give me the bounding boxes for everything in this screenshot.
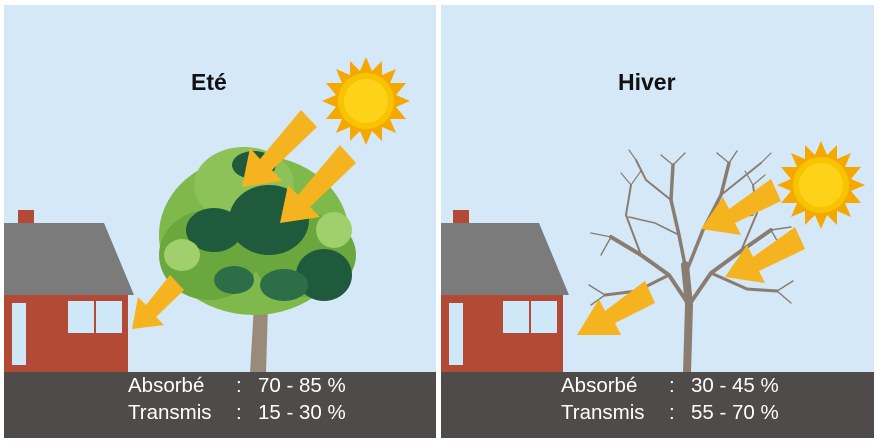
stat-label: Absorbé: [561, 374, 638, 397]
stat-label: Absorbé: [128, 374, 205, 397]
sun-icon: [777, 141, 865, 229]
house-icon: [4, 210, 134, 375]
stats-block: Absorbé:30 - 45 % Transmis:55 - 70 %: [441, 372, 874, 438]
house-icon: [441, 210, 569, 375]
tree-icon: [588, 149, 794, 377]
absorbed-row: Absorbé:70 - 85 %: [4, 372, 436, 399]
sun-ray-arrow-icon: [577, 179, 805, 335]
stat-label: Transmis: [561, 401, 645, 424]
winter-illustration: [441, 5, 874, 438]
transmitted-row: Transmis:55 - 70 %: [441, 399, 874, 426]
summer-panel: Eté Absorbé:70 - 85 % Transmis:15 - 30 %: [4, 5, 436, 438]
stat-value: 55 - 70 %: [691, 401, 779, 424]
sun-ray-arrow-icon: [132, 110, 356, 329]
summer-illustration: [4, 5, 436, 438]
stat-separator: :: [669, 401, 675, 424]
stat-value: 30 - 45 %: [691, 374, 779, 397]
stat-separator: :: [669, 374, 675, 397]
winter-panel: Hiver Absorbé:30 - 45 % Transmis:55 - 70…: [441, 5, 874, 438]
absorbed-row: Absorbé:30 - 45 %: [441, 372, 874, 399]
stats-block: Absorbé:70 - 85 % Transmis:15 - 30 %: [4, 372, 436, 438]
stat-value: 70 - 85 %: [258, 374, 346, 397]
season-title: Eté: [191, 69, 227, 95]
stat-separator: :: [236, 401, 242, 424]
transmitted-row: Transmis:15 - 30 %: [4, 399, 436, 426]
tree-icon: [159, 147, 356, 373]
stat-value: 15 - 30 %: [258, 401, 346, 424]
sun-icon: [322, 57, 410, 145]
season-title: Hiver: [618, 69, 676, 95]
stat-label: Transmis: [128, 401, 212, 424]
stat-separator: :: [236, 374, 242, 397]
